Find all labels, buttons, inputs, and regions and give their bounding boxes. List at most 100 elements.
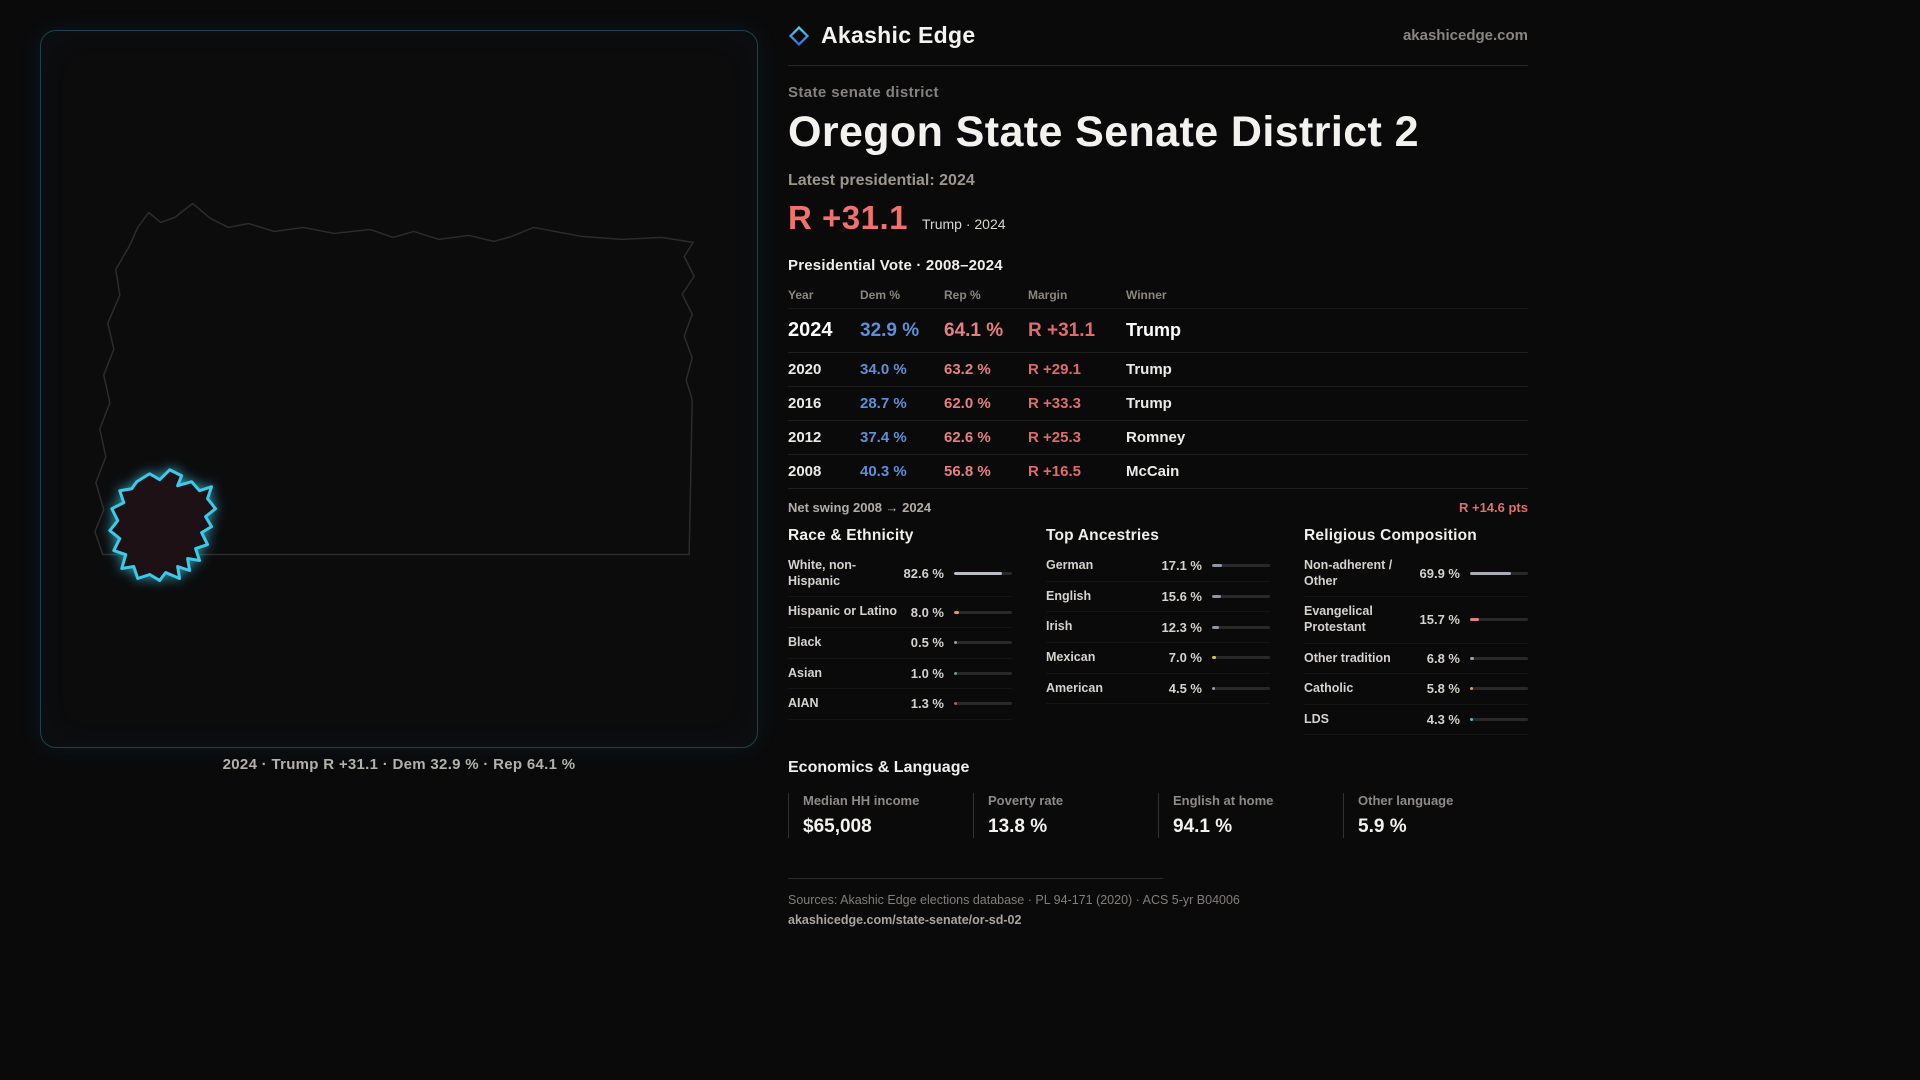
demo-value: 15.6 % [1161,588,1202,604]
demo-row: LDS 4.3 % [1304,705,1528,736]
religion-list: Non-adherent / Other 69.9 % Evangelical … [1304,551,1528,736]
demo-bar [954,610,1012,614]
col-margin: Margin [1028,288,1068,302]
year-cell: 2024 [788,319,833,341]
col-dem: Dem % [860,288,901,302]
rep-cell: 63.2 % [944,361,991,378]
ancestries-section: Top Ancestries German 17.1 % English 15.… [1046,527,1270,735]
demo-label: German [1046,558,1094,572]
demo-bar-fill [1212,656,1217,660]
winner-cell: Romney [1126,429,1186,446]
footer: Sources: Akashic Edge elections database… [788,878,1528,929]
vote-table: Year Dem % Rep % Margin Winner 2024 32.9… [788,282,1528,489]
demo-bar-fill [954,572,1002,576]
vote-table-title: Presidential Vote · 2008–2024 [788,257,1003,274]
brand-header: Akashic Edge akashicedge.com [788,22,1528,66]
economics-grid: Median HH income $65,008 Poverty rate 13… [788,793,1528,839]
demo-value: 4.3 % [1426,712,1460,728]
winner-cell: Trump [1126,320,1182,340]
rep-cell: 62.6 % [944,429,991,446]
year-cell: 2016 [788,395,822,412]
demo-value: 0.5 % [910,635,944,651]
dem-cell: 32.9 % [860,319,920,341]
permalink-link[interactable]: akashicedge.com/state-senate/or-sd-02 [788,913,1022,928]
stat-value: 5.9 % [1358,816,1407,838]
demo-bar [954,572,1012,576]
demo-label: LDS [1304,711,1329,726]
demo-row: Other tradition 6.8 % [1304,644,1528,675]
demo-bar-fill [954,641,957,645]
rep-cell: 56.8 % [944,463,991,480]
demo-value: 4.5 % [1168,680,1202,696]
demo-bar-fill [954,702,957,706]
demo-label: American [1046,680,1103,695]
demo-value: 6.8 % [1426,650,1460,666]
demo-bar [954,641,1012,645]
dem-cell: 34.0 % [860,361,907,378]
margin-cell: R +31.1 [1028,319,1096,341]
stat-value: 13.8 % [988,816,1048,838]
demo-label: AIAN [788,696,819,711]
demo-row: American 4.5 % [1046,674,1270,705]
religion-section: Religious Composition Non-adherent / Oth… [1304,527,1528,736]
sources-text: Sources: Akashic Edge elections database… [788,893,1240,908]
demo-bar [954,671,1012,675]
demo-bar [1212,564,1270,568]
winner-cell: Trump [1126,395,1172,412]
winner-cell: Trump [1126,361,1172,378]
demo-value: 5.8 % [1426,681,1460,697]
demo-label: Catholic [1304,681,1354,696]
demo-value: 12.3 % [1161,619,1202,635]
race-ethnicity-section: Race & Ethnicity White, non-Hispanic 82.… [788,527,1012,735]
diamond-logo-icon [788,25,810,46]
demo-bar [1212,656,1270,660]
oregon-map [94,202,695,582]
demo-bar [1470,718,1528,722]
headline-margin: R +31.1 [788,199,908,236]
demo-label: Non-adherent / Other [1304,558,1393,588]
demo-bar-fill [1212,564,1222,568]
margin-cell: R +29.1 [1028,361,1081,378]
winner-cell: McCain [1126,463,1180,480]
demo-bar [1212,686,1270,690]
demo-label: Asian [788,665,823,680]
stat-block: Median HH income $65,008 [788,793,973,839]
demo-bar-fill [954,610,959,614]
footer-divider [788,878,1163,880]
demo-bar [1470,656,1528,660]
stat-block: Poverty rate 13.8 % [973,793,1158,839]
demo-bar-fill [1212,686,1215,690]
net-swing-label: Net swing 2008 → 2024 [788,500,932,515]
dem-cell: 28.7 % [860,395,907,412]
demo-bar [1212,594,1270,598]
net-swing-row: Net swing 2008 → 2024 R +14.6 pts [788,489,1528,515]
demo-row: English 15.6 % [1046,582,1270,613]
stat-label: Poverty rate [988,793,1064,809]
dem-cell: 37.4 % [860,429,907,446]
demographics-grid: Race & Ethnicity White, non-Hispanic 82.… [788,527,1528,736]
race-list: White, non-Hispanic 82.6 % Hispanic or L… [788,551,1012,720]
ancestries-list: German 17.1 % English 15.6 % Irish 12.3 … [1046,551,1270,705]
stat-label: Other language [1358,793,1454,809]
demo-row: Irish 12.3 % [1046,612,1270,643]
rep-cell: 62.0 % [944,395,991,412]
year-cell: 2020 [788,361,822,378]
demo-bar-fill [954,671,957,675]
demo-bar [1470,618,1528,622]
stat-label: Median HH income [803,793,920,809]
demo-value: 17.1 % [1161,558,1202,574]
district-shape [108,468,218,582]
demo-bar [1470,687,1528,691]
col-winner: Winner [1126,288,1167,302]
demo-row: AIAN 1.3 % [788,689,1012,720]
district-map-panel [40,30,758,748]
site-domain-link[interactable]: akashicedge.com [1402,27,1528,44]
margin-cell: R +16.5 [1028,463,1081,480]
demo-row: Non-adherent / Other 69.9 % [1304,551,1528,598]
page-title: Oregon State Senate District 2 [788,108,1419,156]
col-year: Year [788,288,814,302]
demo-row: Mexican 7.0 % [1046,643,1270,674]
section-title: Religious Composition [1304,527,1477,544]
headline-subtitle: Trump · 2024 [922,216,1006,232]
demo-label: Hispanic or Latino [788,604,898,619]
